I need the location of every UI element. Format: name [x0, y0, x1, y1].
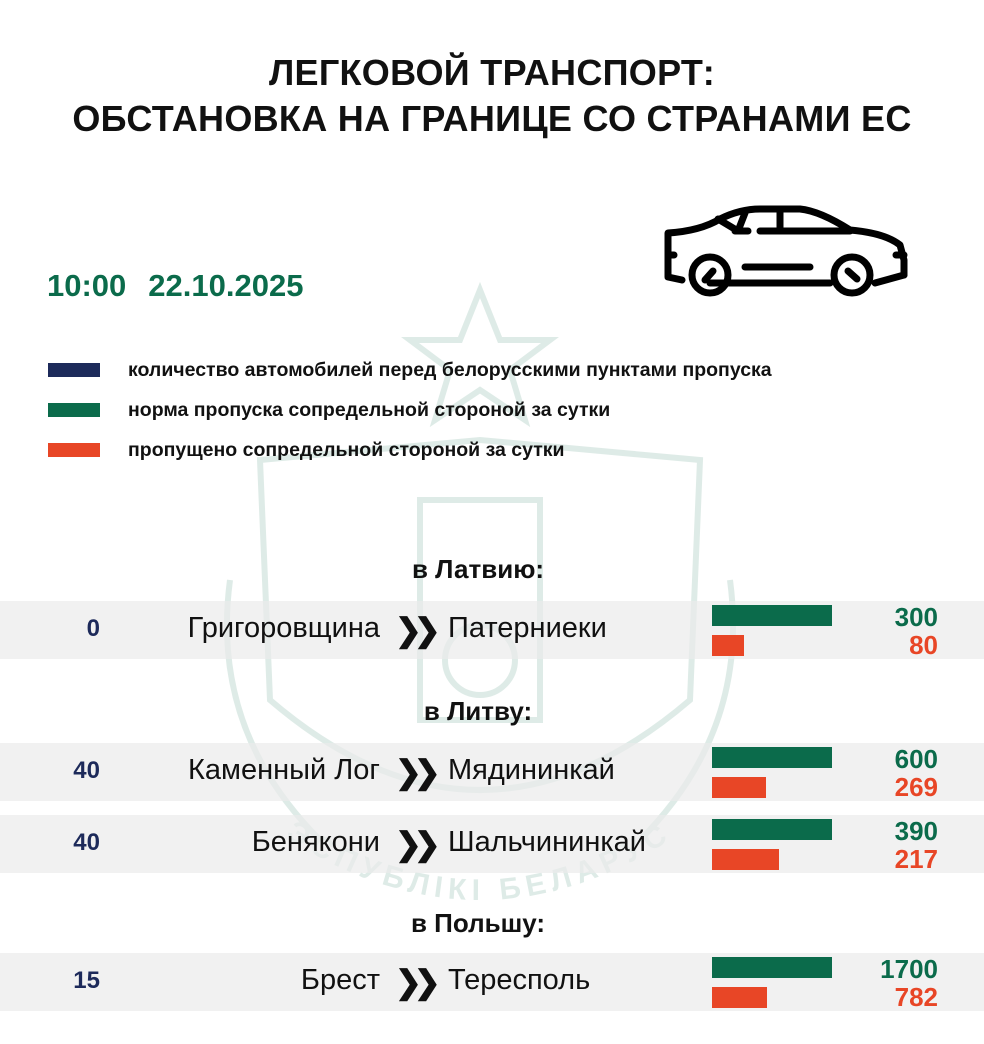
- belarus-checkpoint: Григоровщина: [187, 612, 380, 644]
- legend-item-passed: пропущено сопредельной стороной за сутки: [48, 438, 565, 461]
- queue-count: 0: [86, 615, 100, 642]
- passed-bar: [712, 777, 766, 798]
- border-service-emblem-watermark: РЭСПУБЛІКІ БЕЛАРУСЬ: [170, 280, 737, 907]
- belarus-checkpoint: Бенякони: [251, 826, 380, 858]
- norm-value: 600: [894, 744, 938, 774]
- double-chevron-right-icon: ❯❯: [395, 612, 441, 648]
- date: 22.10.2025: [148, 268, 304, 303]
- legend-label: пропущено сопредельной стороной за сутки: [128, 438, 565, 461]
- crossing-row: 0 Григоровщина ❯❯ Патерниеки 300 80: [0, 601, 984, 660]
- passed-value: 269: [894, 772, 938, 802]
- foreign-checkpoint: Тересполь: [448, 964, 591, 996]
- queue-count: 40: [73, 757, 100, 784]
- legend-label: количество автомобилей перед белорусским…: [128, 358, 772, 381]
- crossing-row: 40 Бенякони ❯❯ Шальчининкай 390 217: [0, 815, 984, 874]
- passed-bar: [712, 635, 744, 656]
- time: 10:00: [47, 268, 127, 303]
- passed-bar: [712, 849, 779, 870]
- section-heading-lithuania: в Литву:: [423, 696, 533, 726]
- legend-item-norm: норма пропуска сопредельной стороной за …: [48, 398, 611, 421]
- norm-bar: [712, 819, 832, 840]
- title-line-1: ЛЕГКОВОЙ ТРАНСПОРТ:: [268, 52, 716, 93]
- title-line-2: ОБСТАНОВКА НА ГРАНИЦЕ СО СТРАНАМИ ЕС: [72, 98, 912, 139]
- passed-value: 217: [894, 844, 938, 874]
- double-chevron-right-icon: ❯❯: [395, 826, 441, 862]
- section-heading-latvia: в Латвию:: [411, 554, 545, 584]
- legend-swatch: [48, 403, 100, 417]
- belarus-checkpoint: Каменный Лог: [188, 754, 380, 786]
- foreign-checkpoint: Мядининкай: [448, 754, 615, 786]
- queue-count: 15: [73, 967, 100, 994]
- section-heading-poland: в Польшу:: [410, 908, 546, 938]
- queue-count: 40: [73, 829, 100, 856]
- norm-bar: [712, 605, 832, 626]
- double-chevron-right-icon: ❯❯: [395, 754, 441, 790]
- foreign-checkpoint: Шальчининкай: [448, 826, 646, 858]
- norm-bar: [712, 957, 832, 978]
- foreign-checkpoint: Патерниеки: [448, 612, 607, 644]
- norm-value: 1700: [880, 954, 938, 984]
- page-title: ЛЕГКОВОЙ ТРАНСПОРТ: ОБСТАНОВКА НА ГРАНИЦ…: [0, 50, 984, 142]
- crossing-row: 40 Каменный Лог ❯❯ Мядининкай 600 269: [0, 743, 984, 802]
- legend-label: норма пропуска сопредельной стороной за …: [128, 398, 611, 421]
- norm-bar: [712, 747, 832, 768]
- passed-bar: [712, 987, 767, 1008]
- norm-value: 390: [894, 816, 938, 846]
- legend-item-queue: количество автомобилей перед белорусским…: [48, 358, 772, 381]
- belarus-checkpoint: Брест: [300, 964, 380, 996]
- passed-value: 782: [894, 982, 938, 1012]
- timestamp: 10:00 22.10.2025: [47, 268, 325, 304]
- car-icon: [664, 205, 908, 297]
- legend-swatch: [48, 363, 100, 377]
- passed-value: 80: [909, 630, 938, 660]
- double-chevron-right-icon: ❯❯: [395, 964, 441, 1000]
- crossing-row: 15 Брест ❯❯ Тересполь 1700 782: [0, 953, 984, 1012]
- norm-value: 300: [894, 602, 938, 632]
- legend-swatch: [48, 443, 100, 457]
